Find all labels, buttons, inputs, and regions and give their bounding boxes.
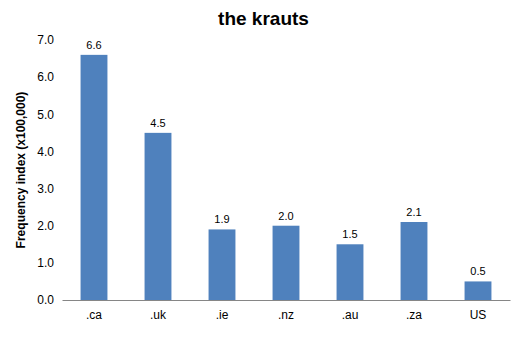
x-tick-label: .za (406, 308, 422, 322)
data-labels: 6.6 4.5 1.9 2.0 1.5 2.1 0.5 (86, 39, 485, 278)
plot: 0.0 1.0 2.0 3.0 4.0 5.0 6.0 7.0 .ca .uk .ie .nz .au.… (37, 33, 510, 321)
title: the krauts (218, 8, 309, 29)
bar (337, 244, 364, 300)
bar (401, 222, 428, 300)
x-tick: .uk (150, 300, 167, 322)
y-tick: 7.0 (37, 33, 62, 47)
y-tick: 4.0 (37, 145, 62, 159)
x-tick: .ie (216, 300, 229, 322)
x-tick: US (470, 300, 487, 322)
x-tick: .au (342, 300, 359, 322)
data-label: 1.9 (214, 213, 229, 225)
x-tick-label: .nz (278, 308, 294, 322)
data-label: 0.5 (470, 265, 485, 277)
x-tick: .nz (278, 300, 294, 322)
data-label: 2.1 (406, 206, 421, 218)
x-tick-label: US (470, 308, 487, 322)
data-label: 4.5 (150, 117, 165, 129)
y-tick-label: 0.0 (37, 293, 54, 307)
y-tick: 6.0 (37, 70, 62, 84)
y-tick-label: 1.0 (37, 256, 54, 270)
x-tick-label: .au (342, 308, 359, 322)
x-tick: .za (406, 300, 422, 322)
bar (145, 133, 172, 300)
x-tick-label: .uk (150, 308, 167, 322)
data-label: 1.5 (342, 228, 357, 240)
chart: 0.0 1.0 2.0 3.0 4.0 5.0 6.0 7.0 .ca .uk .ie .nz .au.… (0, 0, 527, 338)
y-tick: 0.0 (37, 293, 62, 307)
y-tick-label: 6.0 (37, 70, 54, 84)
bar (81, 55, 108, 300)
data-label: 2.0 (278, 210, 293, 222)
y-axis: 0.0 1.0 2.0 3.0 4.0 5.0 6.0 7.0 (37, 33, 62, 307)
y-tick-label: 7.0 (37, 33, 54, 47)
y-tick-label: 4.0 (37, 145, 54, 159)
x-tick-label: .ca (86, 308, 102, 322)
data-label: 6.6 (86, 39, 101, 51)
y-tick-label: 2.0 (37, 219, 54, 233)
bars (81, 55, 492, 300)
y-tick: 2.0 (37, 219, 62, 233)
y-tick-label: 3.0 (37, 182, 54, 196)
y-tick: 5.0 (37, 108, 62, 122)
x-tick: .ca (86, 300, 102, 322)
y-tick: 3.0 (37, 182, 62, 196)
bar (209, 229, 236, 300)
bar (273, 226, 300, 300)
x-tick-label: .ie (216, 308, 229, 322)
y-axis-line (62, 41, 63, 301)
y-tick-label: 5.0 (37, 108, 54, 122)
x-axis-line (63, 300, 511, 301)
x-axis: .ca .uk .ie .nz .au .za US (63, 300, 511, 322)
bar (465, 281, 492, 300)
y-tick: 1.0 (37, 256, 62, 270)
y-axis-title: Frequency index (x100,000) (14, 92, 28, 249)
